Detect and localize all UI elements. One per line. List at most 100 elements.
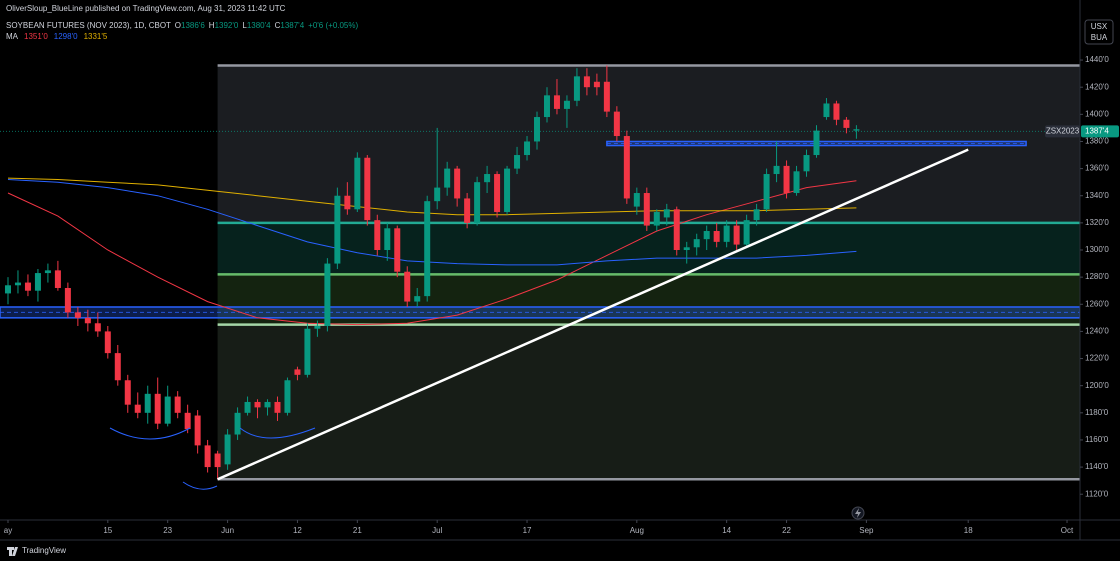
x-tick-label: 18 (964, 526, 973, 535)
last-price-box (1081, 125, 1119, 138)
candle-body (64, 287, 71, 313)
ohlc-label: H (209, 21, 215, 30)
candle-body (823, 103, 830, 118)
trendline (217, 148, 969, 481)
candle-body (693, 239, 700, 248)
candle-body (563, 100, 570, 109)
y-tick-label: 1260'0 (1085, 299, 1109, 308)
candle-body (494, 174, 501, 213)
currency: USX (1091, 22, 1108, 31)
y-tick-label: 1300'0 (1085, 245, 1109, 254)
ma-line (7, 179, 857, 266)
ohlc-label: C (275, 21, 281, 30)
candle-body (194, 415, 201, 446)
ma-line (7, 177, 857, 216)
candle-body (154, 393, 161, 424)
candle-body (793, 171, 800, 194)
candle-body (464, 198, 471, 223)
y-tick-label: 1160'0 (1085, 435, 1109, 444)
candle-body (224, 434, 231, 465)
candle-body (474, 182, 481, 223)
candle-body (184, 412, 191, 430)
plot-area (0, 64, 1080, 481)
candle-body (174, 396, 181, 413)
y-tick-label: 1420'0 (1085, 82, 1109, 91)
ma-line (7, 180, 857, 326)
y-tick-label: 1180'0 (1085, 408, 1109, 417)
candle-body (683, 247, 690, 251)
x-tick-label: 12 (293, 526, 302, 535)
candle-body (324, 263, 331, 326)
candle-body (84, 317, 91, 324)
currency-box[interactable] (1084, 19, 1114, 45)
drawing-arc (239, 427, 316, 439)
x-tick-label: Aug (630, 526, 644, 535)
last-price-label: 1387'4 (1085, 127, 1109, 136)
candle-body (244, 401, 251, 413)
range-band (217, 324, 1080, 480)
candle-body (4, 285, 11, 294)
range-band (217, 222, 1080, 275)
candle-body (364, 157, 371, 221)
x-tick-label: 14 (722, 526, 731, 535)
x-tick-label: Oct (1061, 526, 1074, 535)
candle-body (344, 195, 351, 210)
y-tick-label: 1400'0 (1085, 109, 1109, 118)
candle-body (524, 141, 531, 156)
candle-body (633, 193, 640, 207)
candle-body (813, 130, 820, 156)
ohlc-value: 1392'0 (215, 21, 239, 30)
candle-body (853, 129, 860, 131)
ma-value: 1351'0 (24, 32, 48, 41)
candle-body (414, 296, 421, 302)
candle-body (234, 412, 241, 435)
x-tick-label: Sep (859, 526, 874, 535)
candle-body (24, 282, 31, 291)
candle-body (653, 212, 660, 226)
candle-body (773, 165, 780, 175)
candle-body (34, 273, 41, 291)
y-tick-label: 1360'0 (1085, 164, 1109, 173)
drawing-arc (109, 427, 191, 440)
candle-body (703, 231, 710, 240)
candle-body (803, 155, 810, 172)
candle-body (74, 312, 81, 318)
candle-body (763, 174, 770, 210)
x-tick-label: 21 (353, 526, 362, 535)
x-tick-label: 17 (523, 526, 532, 535)
candle-body (94, 323, 101, 332)
candle-body (573, 76, 580, 101)
candle-body (114, 353, 121, 381)
candle-body (304, 328, 311, 375)
candle-body (603, 81, 610, 112)
candle-body (843, 119, 850, 128)
candle-body (314, 325, 321, 329)
candle-body (713, 231, 720, 242)
symbol-label: ZSX2023 (1046, 127, 1080, 136)
y-tick-label: 1220'0 (1085, 354, 1109, 363)
y-tick-label: 1440'0 (1085, 55, 1109, 64)
event-icon-bolt (855, 508, 861, 518)
unit: BUA (1091, 33, 1108, 42)
candle-body (144, 393, 151, 413)
y-tick-label: 1380'0 (1085, 137, 1109, 146)
candle-body (514, 155, 521, 169)
candle-body (44, 270, 51, 274)
x-tick-label: 22 (782, 526, 791, 535)
candle-body (643, 193, 650, 226)
candle-body (504, 168, 511, 213)
x-tick-label: 23 (163, 526, 172, 535)
candle-body (623, 136, 630, 199)
candle-body (743, 220, 750, 245)
candle-body (404, 271, 411, 302)
candle-body (543, 95, 550, 118)
candle-body (723, 225, 730, 242)
ohlc-value: 1380'4 (247, 21, 271, 30)
candle-body (553, 95, 560, 109)
candle-body (264, 401, 271, 408)
candle-body (204, 445, 211, 468)
candle-body (254, 401, 261, 408)
candle-body (583, 76, 590, 88)
candle-body (593, 81, 600, 88)
